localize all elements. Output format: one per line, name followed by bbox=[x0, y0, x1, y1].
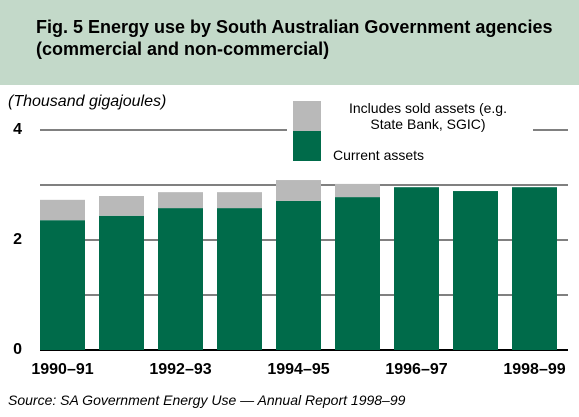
source-note: Source: SA Government Energy Use — Annua… bbox=[8, 392, 406, 408]
x-tick-label: 1998–99 bbox=[503, 361, 565, 378]
bar-segment bbox=[335, 197, 380, 350]
legend-swatch bbox=[293, 131, 321, 161]
legend-label: Current assets bbox=[333, 147, 425, 163]
y-tick-label: 0 bbox=[13, 341, 22, 358]
y-tick-label: 4 bbox=[13, 121, 22, 138]
bar-segment bbox=[217, 208, 262, 350]
bar-segment bbox=[453, 191, 498, 350]
bar-segment bbox=[276, 180, 321, 201]
bar-segment bbox=[394, 187, 439, 350]
bar-segment bbox=[40, 199, 85, 221]
bar-segment bbox=[335, 183, 380, 198]
bar-segment bbox=[158, 192, 203, 209]
bar-segment bbox=[99, 196, 144, 216]
x-tick-label: 1990–91 bbox=[31, 361, 93, 378]
legend-label: Includes sold assets (e.g. State Bank, S… bbox=[349, 100, 507, 132]
header-band bbox=[0, 0, 579, 85]
bar-segment bbox=[40, 220, 85, 350]
bar-segment bbox=[217, 192, 262, 209]
x-tick-label: 1996–97 bbox=[385, 361, 447, 378]
y-axis-label: (Thousand gigajoules) bbox=[8, 93, 167, 110]
bar-segment bbox=[276, 200, 321, 350]
legend-swatch bbox=[293, 101, 321, 131]
bar-segment bbox=[512, 187, 557, 350]
x-tick-label: 1994–95 bbox=[267, 361, 329, 378]
legend-background bbox=[287, 98, 533, 168]
chart-title: Fig. 5 Energy use by South Australian Go… bbox=[36, 17, 553, 59]
y-tick-label: 2 bbox=[13, 231, 22, 248]
bar-segment bbox=[158, 208, 203, 350]
x-tick-label: 1992–93 bbox=[149, 361, 211, 378]
bar-segment bbox=[99, 215, 144, 350]
